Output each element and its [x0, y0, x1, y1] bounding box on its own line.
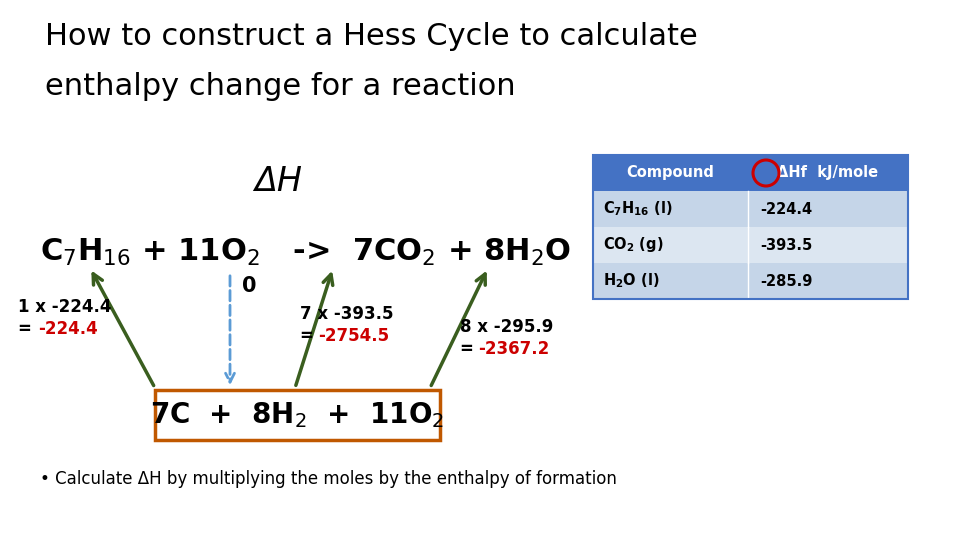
Text: Compound: Compound	[627, 165, 714, 180]
Text: =: =	[300, 327, 320, 345]
Text: -393.5: -393.5	[760, 238, 812, 253]
Text: $\mathbf{H_2O}$ (l): $\mathbf{H_2O}$ (l)	[603, 272, 660, 291]
Text: ΔH: ΔH	[254, 165, 302, 198]
Bar	[593, 155, 908, 191]
Text: How to construct a Hess Cycle to calculate: How to construct a Hess Cycle to calcula…	[45, 22, 698, 51]
Bar	[593, 191, 908, 227]
Bar	[155, 390, 440, 440]
Text: -2754.5: -2754.5	[318, 327, 389, 345]
Text: =: =	[460, 340, 480, 358]
Text: 7 x -393.5: 7 x -393.5	[300, 305, 394, 323]
Bar	[593, 155, 908, 299]
Text: -285.9: -285.9	[760, 273, 812, 288]
Bar	[593, 227, 908, 263]
Text: 0: 0	[242, 276, 256, 296]
Text: C$_7$H$_{16}$ + 11O$_2$   ->  7CO$_2$ + 8H$_2$O: C$_7$H$_{16}$ + 11O$_2$ -> 7CO$_2$ + 8H$…	[40, 237, 571, 268]
Text: enthalpy change for a reaction: enthalpy change for a reaction	[45, 72, 516, 101]
Text: 1 x -224.4: 1 x -224.4	[18, 298, 111, 316]
Text: -224.4: -224.4	[38, 320, 98, 338]
Text: 7C  +  8H$_2$  +  11O$_2$: 7C + 8H$_2$ + 11O$_2$	[151, 400, 444, 430]
Text: $\mathbf{CO_2}$ (g): $\mathbf{CO_2}$ (g)	[603, 235, 663, 254]
Text: ΔHf  kJ/mole: ΔHf kJ/mole	[778, 165, 878, 180]
Text: $\mathbf{C_7H_{16}}$ (l): $\mathbf{C_7H_{16}}$ (l)	[603, 200, 673, 218]
Text: =: =	[18, 320, 37, 338]
Bar	[593, 263, 908, 299]
Text: -2367.2: -2367.2	[478, 340, 549, 358]
Text: -224.4: -224.4	[760, 201, 812, 217]
Text: 8 x -295.9: 8 x -295.9	[460, 318, 553, 336]
Text: • Calculate ΔH by multiplying the moles by the enthalpy of formation: • Calculate ΔH by multiplying the moles …	[40, 470, 617, 488]
